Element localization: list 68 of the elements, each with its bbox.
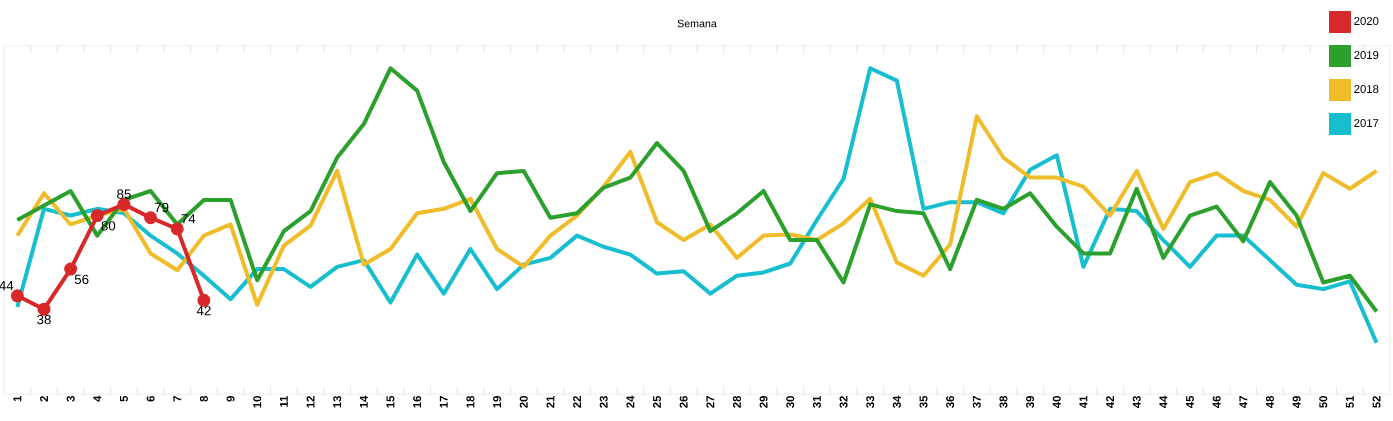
data-label: 85 (117, 189, 131, 199)
chart-title: Semana (677, 19, 717, 28)
x-tick-label: 29 (759, 396, 768, 408)
x-tick-label: 16 (413, 396, 422, 408)
x-tick-label: 26 (679, 396, 688, 408)
x-tick-label: 2 (40, 396, 48, 402)
x-tick-label: 50 (1319, 396, 1328, 408)
point (170, 222, 184, 236)
x-tick-label: 6 (146, 395, 155, 402)
point (64, 262, 78, 276)
x-tick-label: 37 (972, 396, 981, 408)
data-label: 44 (0, 281, 14, 291)
x-tick-label: 17 (439, 396, 448, 408)
x-tick-label: 52 (1372, 396, 1381, 408)
x-tick-label: 51 (1345, 395, 1354, 408)
x-tick-label: 15 (386, 395, 395, 408)
legend-label: 2017 (1354, 119, 1379, 128)
x-tick-label: 31 (812, 395, 821, 408)
point (197, 293, 211, 307)
x-tick-label: 47 (1239, 396, 1248, 409)
x-tick-label: 43 (1132, 396, 1141, 409)
x-tick-label: 41 (1079, 395, 1088, 409)
data-label: 56 (74, 274, 89, 285)
x-tick-label: 14 (359, 395, 368, 408)
point (10, 289, 24, 303)
x-tick-label: 7 (173, 396, 182, 402)
x-tick-label: 36 (946, 396, 955, 408)
x-tick-label: 23 (599, 396, 608, 408)
x-tick-label: 1 (13, 395, 22, 402)
x-tick-label: 4 (93, 395, 102, 402)
x-tick-label: 9 (226, 396, 235, 402)
data-label: 38 (37, 314, 51, 325)
x-tick-label: 42 (1106, 396, 1115, 409)
x-tick-label: 34 (892, 395, 901, 408)
x-tick-label: 18 (466, 395, 475, 408)
x-tick-label: 25 (652, 395, 661, 408)
x-tick-label: 19 (493, 396, 502, 408)
x-tick-label: 35 (919, 395, 928, 408)
x-tick-label: 11 (279, 395, 288, 407)
x-tick-label: 30 (786, 396, 795, 408)
x-tick-label: 27 (706, 396, 715, 408)
x-tick-label: 8 (199, 395, 208, 402)
x-tick-label: 32 (839, 396, 848, 408)
x-tick-label: 39 (1026, 396, 1035, 408)
x-tick-label: 40 (1052, 396, 1061, 409)
x-tick-label: 21 (546, 395, 555, 408)
x-tick-label: 28 (732, 395, 741, 408)
legend-label: 2019 (1354, 51, 1379, 60)
x-tick-label: 49 (1292, 396, 1301, 409)
x-tick-label: 22 (573, 396, 581, 408)
x-tick-label: 44 (1159, 395, 1168, 409)
legend-label: 2018 (1354, 85, 1379, 94)
x-tick-label: 13 (333, 396, 342, 408)
x-tick-label: 33 (866, 396, 875, 408)
x-tick-label: 10 (253, 396, 262, 408)
point (144, 211, 158, 225)
x-tick-label: 46 (1212, 396, 1221, 409)
x-tick-label: 48 (1265, 395, 1274, 409)
x-tick-label: 38 (999, 395, 1008, 408)
x-tick-label: 5 (120, 395, 128, 402)
x-tick-label: 24 (626, 395, 635, 408)
data-label: 42 (196, 305, 211, 316)
x-tick-label: 45 (1186, 395, 1194, 409)
x-tick-label: 12 (306, 396, 315, 408)
legend-label: 2020 (1354, 17, 1379, 26)
x-tick-label: 20 (519, 396, 528, 408)
point (90, 209, 104, 223)
x-tick-label: 3 (66, 395, 75, 402)
